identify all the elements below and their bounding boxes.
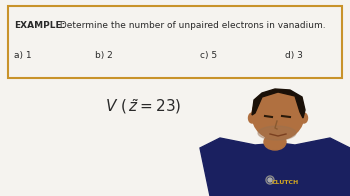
Text: b) 2: b) 2: [95, 51, 113, 60]
Text: c) 5: c) 5: [200, 51, 217, 60]
Ellipse shape: [301, 113, 308, 123]
Ellipse shape: [248, 113, 256, 123]
Ellipse shape: [258, 126, 296, 140]
Text: Determine the number of unpaired electrons in vanadium.: Determine the number of unpaired electro…: [57, 21, 326, 30]
Text: $V\ \left(\,\tilde{z} = 23\right)$: $V\ \left(\,\tilde{z} = 23\right)$: [105, 97, 182, 116]
Text: CLUTCH: CLUTCH: [271, 181, 299, 185]
Circle shape: [268, 178, 272, 182]
Text: d) 3: d) 3: [285, 51, 303, 60]
Text: EXAMPLE:: EXAMPLE:: [14, 21, 65, 30]
Ellipse shape: [264, 134, 286, 150]
Polygon shape: [252, 89, 305, 118]
Text: a) 1: a) 1: [14, 51, 32, 60]
Bar: [195, 95, 350, 196]
Ellipse shape: [252, 90, 304, 140]
FancyBboxPatch shape: [8, 6, 342, 78]
Polygon shape: [200, 138, 350, 196]
